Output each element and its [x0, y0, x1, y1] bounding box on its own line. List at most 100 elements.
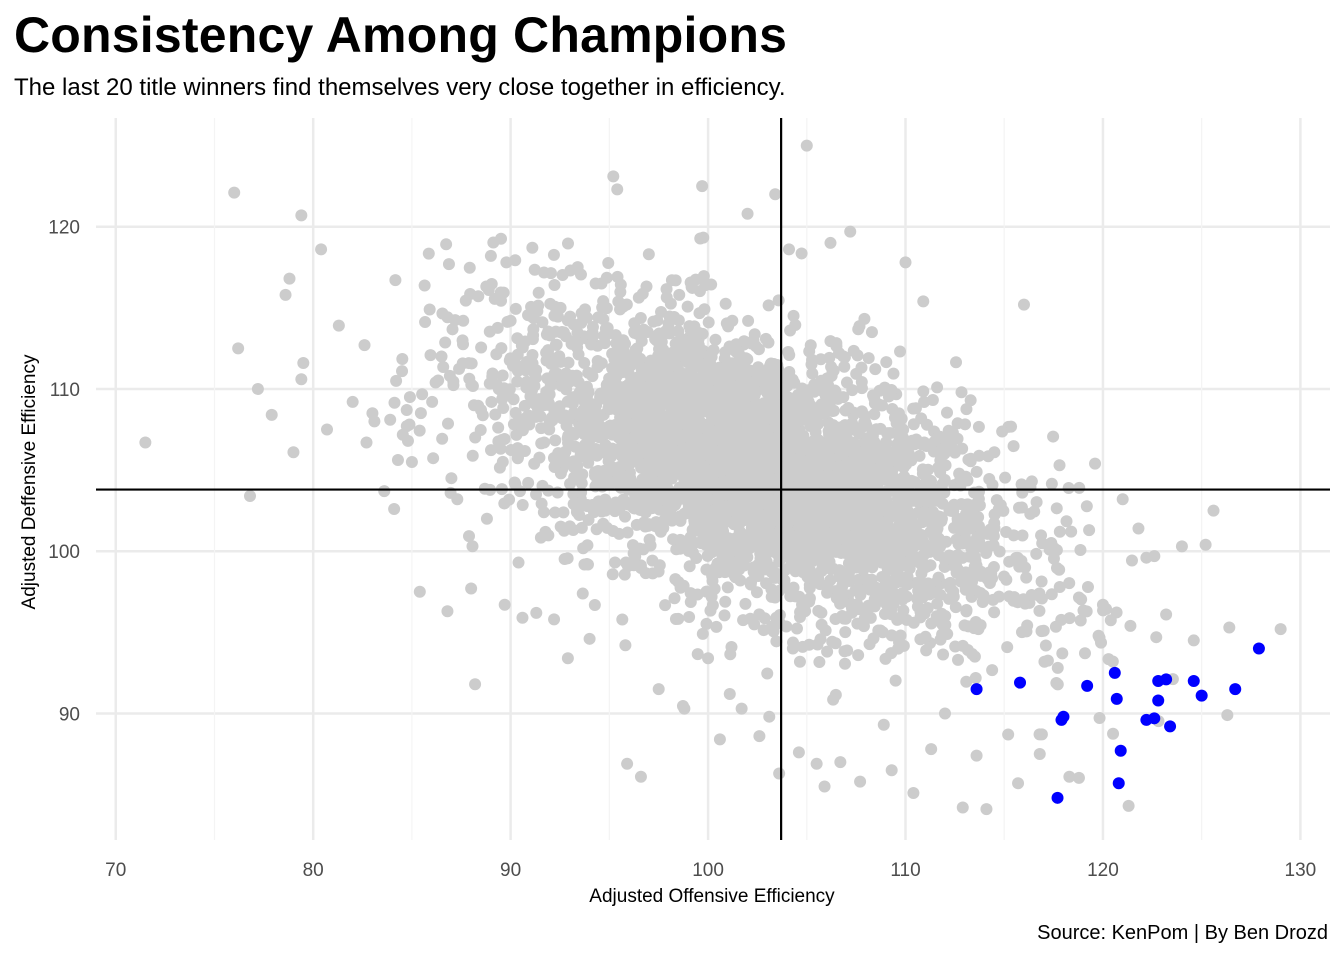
team-point — [228, 186, 241, 199]
team-point — [937, 648, 950, 661]
team-point — [827, 404, 840, 417]
team-point — [486, 367, 499, 380]
team-point — [909, 402, 922, 415]
x-tick-label: 100 — [692, 860, 724, 881]
team-point — [436, 432, 449, 445]
team-point — [931, 381, 944, 394]
team-point — [747, 334, 760, 347]
team-point — [497, 401, 510, 414]
team-point — [384, 413, 397, 426]
team-point — [673, 510, 686, 523]
team-point — [1104, 614, 1117, 627]
team-point — [761, 507, 774, 520]
team-point — [996, 425, 1009, 438]
team-point — [866, 429, 879, 442]
team-point — [732, 558, 745, 571]
team-point — [1078, 647, 1091, 660]
team-point — [797, 388, 810, 401]
team-point — [950, 533, 963, 546]
team-point — [661, 385, 674, 398]
team-point — [414, 407, 427, 420]
team-point — [1001, 641, 1014, 654]
team-point — [446, 323, 459, 336]
team-point — [772, 294, 785, 307]
team-point — [804, 453, 817, 466]
team-point — [686, 281, 699, 294]
team-point — [986, 478, 999, 491]
team-point — [701, 549, 714, 562]
champion-point — [1114, 744, 1127, 757]
team-point — [834, 756, 847, 769]
team-point — [597, 329, 610, 342]
team-point — [453, 362, 466, 375]
team-point — [548, 309, 561, 322]
team-point — [503, 493, 516, 506]
team-point — [1083, 524, 1096, 537]
team-point — [849, 584, 862, 597]
team-point — [944, 576, 957, 589]
grid-lines — [96, 118, 1330, 840]
team-point — [673, 288, 686, 301]
x-tick-label: 120 — [1087, 860, 1119, 881]
team-point — [792, 746, 805, 759]
team-point — [580, 558, 593, 571]
team-point — [684, 531, 697, 544]
team-point — [916, 591, 929, 604]
team-point — [813, 656, 826, 669]
team-point — [908, 493, 921, 506]
team-point — [1223, 621, 1236, 634]
team-point — [670, 360, 683, 373]
team-point — [918, 396, 931, 409]
team-point — [1015, 626, 1028, 639]
team-point — [741, 207, 754, 220]
team-point — [814, 455, 827, 468]
team-point — [773, 609, 786, 622]
team-point — [684, 458, 697, 471]
team-point — [677, 403, 690, 416]
team-point — [741, 390, 754, 403]
team-point — [629, 349, 642, 362]
team-point — [723, 687, 736, 700]
team-point — [484, 249, 497, 262]
team-point — [915, 438, 928, 451]
team-point — [504, 314, 517, 327]
team-point — [683, 320, 696, 333]
team-point — [900, 590, 913, 603]
team-point — [567, 460, 580, 473]
team-point — [1007, 440, 1020, 453]
team-point — [1274, 623, 1287, 636]
team-point — [492, 382, 505, 395]
team-point — [950, 356, 963, 369]
team-point — [783, 437, 796, 450]
team-point — [580, 422, 593, 435]
team-point — [1093, 712, 1106, 725]
team-point — [950, 554, 963, 567]
team-point — [508, 476, 521, 489]
team-point — [880, 356, 893, 369]
team-point — [555, 412, 568, 425]
team-point — [947, 590, 960, 603]
team-point — [543, 423, 556, 436]
team-point — [1035, 728, 1048, 741]
team-point — [1124, 619, 1137, 632]
team-point — [651, 384, 664, 397]
team-point — [865, 326, 878, 339]
team-point — [648, 419, 661, 432]
team-point — [987, 539, 1000, 552]
team-point — [831, 533, 844, 546]
team-point — [590, 449, 603, 462]
team-point — [441, 605, 454, 618]
team-point — [719, 595, 732, 608]
team-point — [315, 243, 328, 256]
team-point — [773, 584, 786, 597]
team-point — [782, 345, 795, 358]
team-point — [661, 491, 674, 504]
team-point — [983, 577, 996, 590]
team-point — [690, 551, 703, 564]
team-point — [1050, 502, 1063, 515]
team-point — [892, 559, 905, 572]
team-point — [1221, 709, 1234, 722]
team-point — [654, 449, 667, 462]
source-caption: Source: KenPom | By Ben Drozd — [1037, 922, 1328, 944]
team-point — [696, 180, 709, 193]
